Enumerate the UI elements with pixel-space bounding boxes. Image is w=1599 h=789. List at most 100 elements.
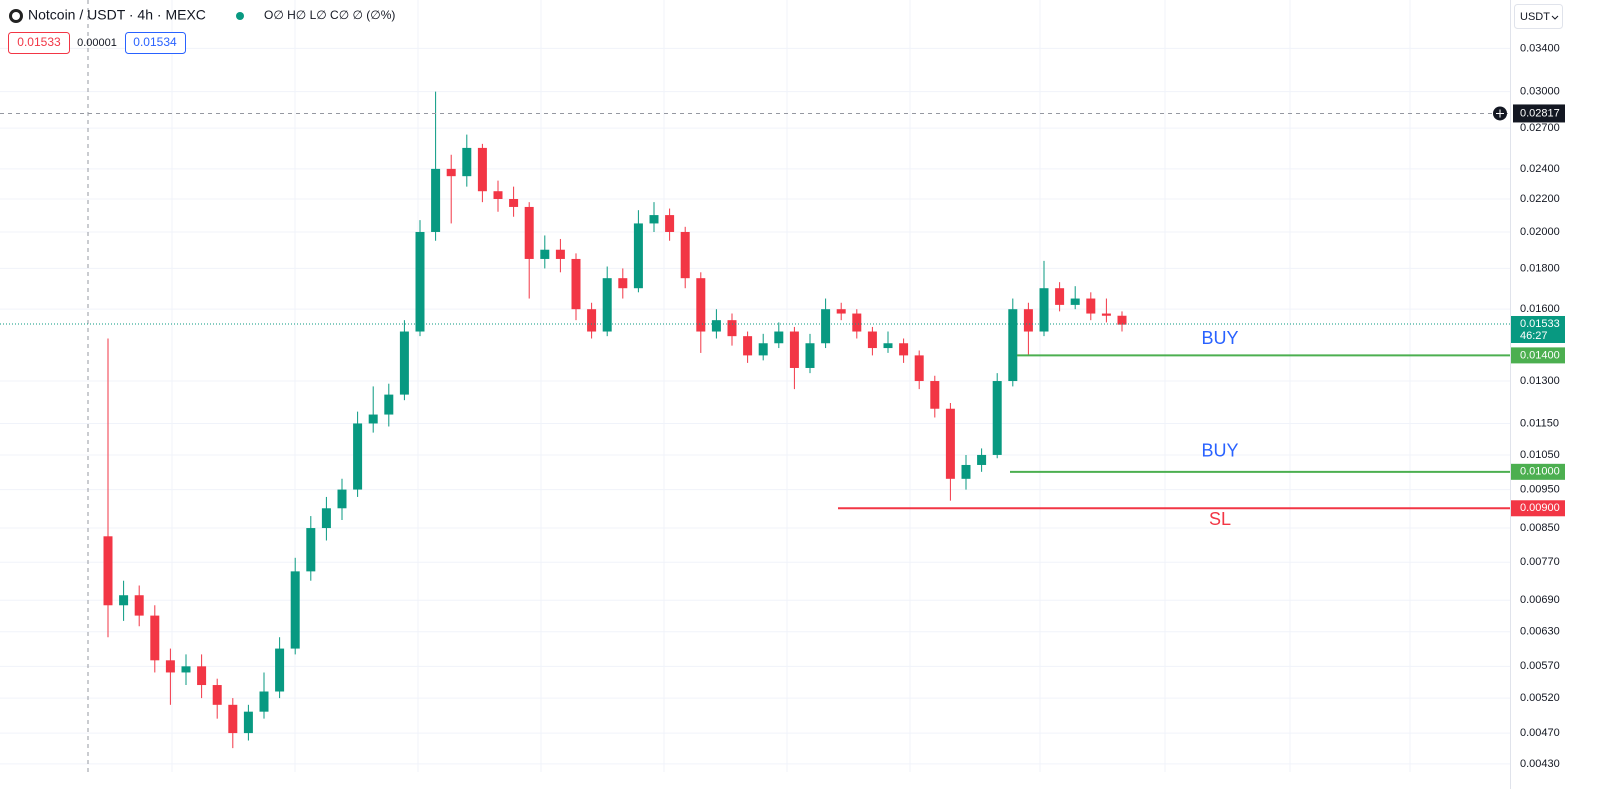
candle-body bbox=[696, 278, 706, 332]
y-tick-label: 0.02000 bbox=[1520, 226, 1560, 238]
sell-button[interactable] bbox=[8, 32, 70, 54]
y-tick-label: 0.03000 bbox=[1520, 86, 1560, 98]
candle-body bbox=[228, 704, 238, 734]
level-label-box bbox=[1511, 463, 1565, 480]
y-tick-label: 0.01150 bbox=[1520, 417, 1559, 429]
level-label: 0.00900 bbox=[1520, 502, 1560, 514]
price-axis: 0.03400 0.03000 0.02700 0.02400 0.02200 0.020… bbox=[1493, 42, 1565, 770]
y-tick-label: 0.00950 bbox=[1520, 483, 1560, 495]
candle-body bbox=[134, 595, 144, 616]
buy-button[interactable] bbox=[125, 32, 186, 54]
sell-price: 0.01533 bbox=[17, 35, 61, 49]
y-tick-label: 0.00520 bbox=[1520, 692, 1560, 704]
candle-body bbox=[618, 278, 628, 289]
currency-button[interactable] bbox=[1514, 4, 1563, 29]
plot: BUY BUY SL bbox=[0, 0, 1510, 772]
candle-body bbox=[821, 309, 831, 344]
candle-body bbox=[945, 408, 955, 479]
y-tick-label: 0.01600 bbox=[1520, 303, 1560, 315]
level-text: BUY bbox=[1201, 441, 1238, 461]
candle-body bbox=[275, 648, 285, 692]
symbol-title[interactable]: Notcoin / USDT · 4h · MEXC bbox=[28, 7, 206, 23]
candle-body bbox=[1086, 298, 1096, 314]
candle-body bbox=[649, 215, 659, 224]
candle-body bbox=[1101, 313, 1111, 316]
y-tick-label: 0.00430 bbox=[1520, 758, 1560, 770]
last-price-label: 0.01533 bbox=[1520, 318, 1560, 330]
candle-body bbox=[415, 231, 425, 332]
y-tick-label: 0.02200 bbox=[1520, 193, 1560, 205]
candle-body bbox=[493, 191, 503, 199]
candle-body bbox=[431, 168, 441, 232]
candle-body bbox=[1055, 288, 1065, 305]
candle-body bbox=[321, 508, 331, 529]
candle-body bbox=[805, 343, 815, 368]
last-price-box bbox=[1511, 315, 1565, 343]
candle-body bbox=[150, 615, 160, 661]
candle-body bbox=[758, 343, 768, 356]
candle-body bbox=[477, 147, 487, 192]
candle-body bbox=[212, 685, 222, 705]
candle-body bbox=[1008, 309, 1018, 382]
level-label-box bbox=[1511, 500, 1565, 517]
candle-body bbox=[899, 343, 909, 356]
candle-body bbox=[711, 320, 721, 332]
market-status bbox=[236, 12, 244, 20]
candle-body bbox=[602, 278, 612, 332]
level-label-box bbox=[1511, 347, 1565, 364]
candle-body bbox=[1070, 298, 1080, 305]
candle-body bbox=[665, 215, 675, 232]
candle-body bbox=[930, 381, 940, 409]
candle-body bbox=[165, 660, 175, 673]
symbol-icon-inner bbox=[12, 12, 20, 20]
y-tick-label: 0.00770 bbox=[1520, 556, 1560, 568]
y-tick-label: 0.01800 bbox=[1520, 262, 1560, 274]
candle-body bbox=[977, 454, 987, 465]
countdown-label: 46:27 bbox=[1520, 330, 1548, 342]
y-tick-label: 0.03400 bbox=[1520, 42, 1560, 54]
candle-body bbox=[399, 331, 409, 395]
candle-body bbox=[555, 249, 565, 259]
candle-body bbox=[961, 464, 971, 479]
crosshair-label-box bbox=[1513, 104, 1565, 123]
level-text: BUY bbox=[1201, 328, 1238, 348]
candle-body bbox=[1117, 315, 1127, 325]
candle-body bbox=[540, 249, 550, 259]
candle-body bbox=[1023, 309, 1033, 332]
y-tick-label: 0.02700 bbox=[1520, 122, 1560, 134]
crosshair-label: 0.02817 bbox=[1520, 107, 1560, 119]
candle-body bbox=[337, 489, 347, 509]
candle-body bbox=[119, 595, 129, 606]
candle-body bbox=[633, 223, 643, 289]
candle-body bbox=[368, 414, 378, 424]
candle-body bbox=[384, 394, 394, 415]
candle-body bbox=[259, 691, 269, 712]
dropdown-arrow bbox=[1551, 15, 1559, 20]
level-label: 0.01400 bbox=[1520, 349, 1560, 361]
candle-body bbox=[852, 313, 862, 332]
candle-body bbox=[524, 206, 534, 259]
candle-body bbox=[680, 231, 690, 279]
buy-price: 0.01534 bbox=[133, 35, 177, 49]
y-tick-label: 0.00850 bbox=[1520, 522, 1560, 534]
level-text: SL bbox=[1209, 509, 1231, 529]
candle-body bbox=[883, 343, 893, 349]
candle-body bbox=[992, 381, 1002, 455]
y-tick-label: 0.00690 bbox=[1520, 594, 1560, 606]
candle-body bbox=[462, 147, 472, 177]
candle-body bbox=[789, 331, 799, 368]
y-tick-label: 0.01050 bbox=[1520, 449, 1560, 461]
add-icon bbox=[1496, 109, 1504, 118]
candle-body bbox=[727, 320, 737, 337]
candle-body bbox=[306, 528, 316, 572]
y-tick-label: 0.00630 bbox=[1520, 626, 1560, 638]
candle-body bbox=[571, 258, 581, 310]
y-tick-label: 0.01300 bbox=[1520, 375, 1560, 387]
candle-body bbox=[243, 711, 253, 734]
candle-body bbox=[1039, 288, 1049, 332]
grid bbox=[0, 0, 1510, 772]
candle-body bbox=[743, 336, 753, 356]
candle-body bbox=[446, 168, 456, 177]
